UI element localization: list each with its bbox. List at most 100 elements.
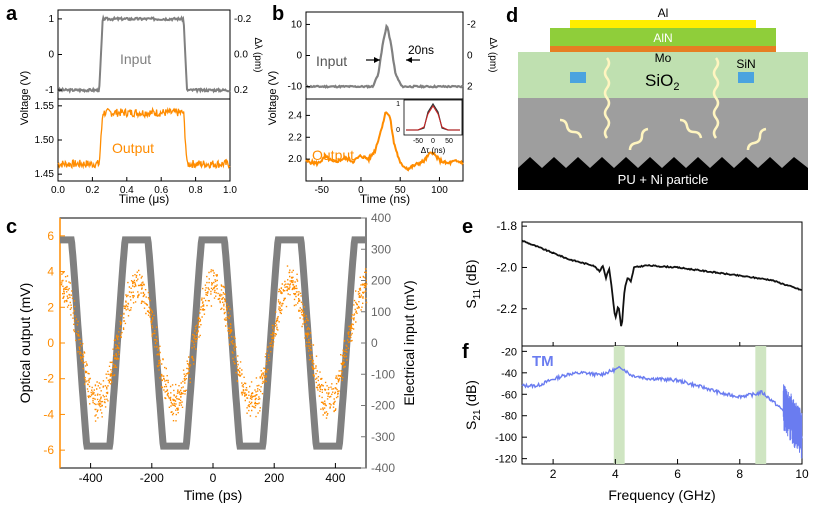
a-output-line: [57, 106, 231, 170]
a-input-label: Input: [120, 51, 151, 67]
e-plot: -1.8 -2.0 -2.2: [496, 219, 803, 346]
a-xtick-label: 0.0: [51, 185, 65, 196]
mo-label: Mo: [655, 51, 672, 65]
b-inset-fit: [406, 105, 460, 131]
c-y2tick-label: -300: [371, 430, 395, 444]
a-bottom-ytick-label: 1.55: [35, 101, 55, 112]
b-top-ytick-label: -10: [288, 82, 303, 93]
a-top-ytick-label: -1: [45, 85, 54, 96]
c-y2label: Electrical input (mV): [401, 280, 417, 405]
wave-6: [746, 127, 767, 151]
e-s11-line: [521, 239, 802, 327]
f-ytick-label: -60: [501, 389, 517, 401]
b-inset: -50 0 50 0 1 Δτ (ns): [396, 99, 463, 155]
b-inset-xtick-2: 50: [445, 138, 453, 145]
a-xtick-label: 0.4: [120, 185, 134, 196]
f-frame: [521, 345, 803, 465]
e-ylabel-sub: 11: [472, 288, 483, 299]
c-xtick-label: -400: [79, 471, 103, 485]
f-xtick-label: 2: [550, 467, 557, 481]
panel-label-e: e: [462, 216, 473, 238]
f-ytick-label: -80: [501, 411, 517, 423]
al-layer: [570, 20, 756, 28]
c-xtick-label: 400: [325, 471, 345, 485]
a-xtick-label: 1.0: [223, 185, 237, 196]
b-top-y2tick-label: -2: [467, 19, 476, 30]
b-output-label: Output: [312, 147, 354, 163]
sin-block-left: [570, 72, 586, 83]
panel-label-a: a: [6, 3, 18, 25]
b-arrowhead-left: [374, 57, 380, 63]
a-top-y2tick-label: 0.0: [234, 50, 248, 61]
a-input-line: [57, 14, 231, 94]
b-inset-xtick-1: 0: [431, 138, 435, 145]
a-output-label: Output: [112, 140, 154, 156]
b-xtick-label: 0: [358, 185, 364, 196]
b-xtick-label: 100: [431, 185, 448, 196]
a-y2label: Δλ (pm): [252, 37, 263, 72]
b-inset-xlabel: Δτ (ns): [421, 146, 446, 155]
bottom-layer-label: PU + Ni particle: [618, 172, 709, 187]
c-y2tick-label: 0: [371, 336, 378, 350]
c-y2tick-label: -200: [371, 399, 395, 413]
c-y2tick-label: 400: [371, 211, 391, 225]
sio2-main: SiO: [645, 71, 673, 90]
f-xtick-label: 10: [795, 467, 809, 481]
b-inset-ytick-0: 0: [396, 127, 400, 134]
b-arrowhead-right: [406, 57, 412, 63]
b-bottom-ytick-label: 2.2: [288, 132, 302, 143]
sin-label: SiN: [736, 57, 755, 71]
e-frame: [521, 221, 803, 347]
b-xlabel: Time (ns): [360, 192, 410, 206]
a-bottom-ytick-label: 1.45: [35, 169, 55, 180]
e-ylabel: S11 (dB): [463, 259, 483, 308]
b-inset-xtick-0: -50: [413, 138, 423, 145]
a-xtick-label: 0.8: [189, 185, 203, 196]
b-pulse-width-arrows: [366, 57, 420, 63]
f-xtick-label: 8: [736, 467, 743, 481]
c-xlabel: Time (ps): [184, 487, 243, 503]
c-y2tick-label: -400: [371, 461, 395, 475]
c-xtick-label: 200: [264, 471, 284, 485]
f-ylabel-unit: (dB): [463, 380, 479, 406]
b-bottom-plot: 2.0 2.2 2.4 -50 0 50 100: [288, 110, 464, 196]
f-ytick-label: -20: [501, 346, 517, 358]
b-top-plot: -10 2 0 0 10 -2: [288, 19, 477, 92]
a-xtick-label: 0.2: [85, 185, 99, 196]
wave-4: [628, 127, 649, 151]
b-output-line: [305, 111, 464, 172]
b-top-y2tick-label: 2: [467, 82, 473, 93]
f-ylabel: S21 (dB): [463, 380, 483, 430]
a-xlabel: Time (μs): [119, 192, 169, 206]
b-bottom-ytick-label: 2.0: [288, 154, 302, 165]
mo-layer: [550, 46, 776, 52]
a-top-y2tick-label: -0.2: [234, 14, 252, 25]
b-ylabel: Voltage (V): [267, 71, 279, 125]
f-ytick-label: -120: [495, 454, 517, 466]
c-ytick-label: -6: [43, 443, 54, 457]
e-ytick-label: -2.0: [496, 260, 517, 274]
panel-b: -10 20 010 -2 2.02.22.4-50 0 50 100 Input Outp…: [267, 11, 498, 206]
f-highlight-band: [755, 346, 767, 464]
a-top-plot: -1 0.2 0 0.0 1 -0.2: [45, 14, 252, 96]
e-ylabel-main: S: [463, 299, 479, 308]
panel-label-c: c: [6, 216, 17, 238]
b-bottom-frame: [305, 98, 464, 182]
b-bottom-ytick-label: 2.4: [288, 110, 302, 121]
wave-3: [559, 118, 583, 139]
c-y2tick-label: -100: [371, 367, 395, 381]
c-optical-output-points: [60, 265, 368, 422]
c-y2tick-label: 100: [371, 305, 391, 319]
f-ytick-label: -100: [495, 432, 517, 444]
b-input-line: [305, 23, 464, 90]
e-ylabel-unit: (dB): [463, 259, 479, 285]
panel-label-d: d: [506, 5, 518, 27]
c-electrical-input-line: [60, 236, 366, 450]
f-xlabel: Frequency (GHz): [608, 487, 715, 503]
f-xtick-label: 4: [612, 467, 619, 481]
f-highlight-band: [613, 346, 625, 464]
al-label: Al: [658, 6, 669, 20]
b-y2label: Δλ (pm): [487, 37, 498, 72]
c-ytick-label: 0: [47, 336, 54, 350]
wave-5: [679, 118, 703, 139]
